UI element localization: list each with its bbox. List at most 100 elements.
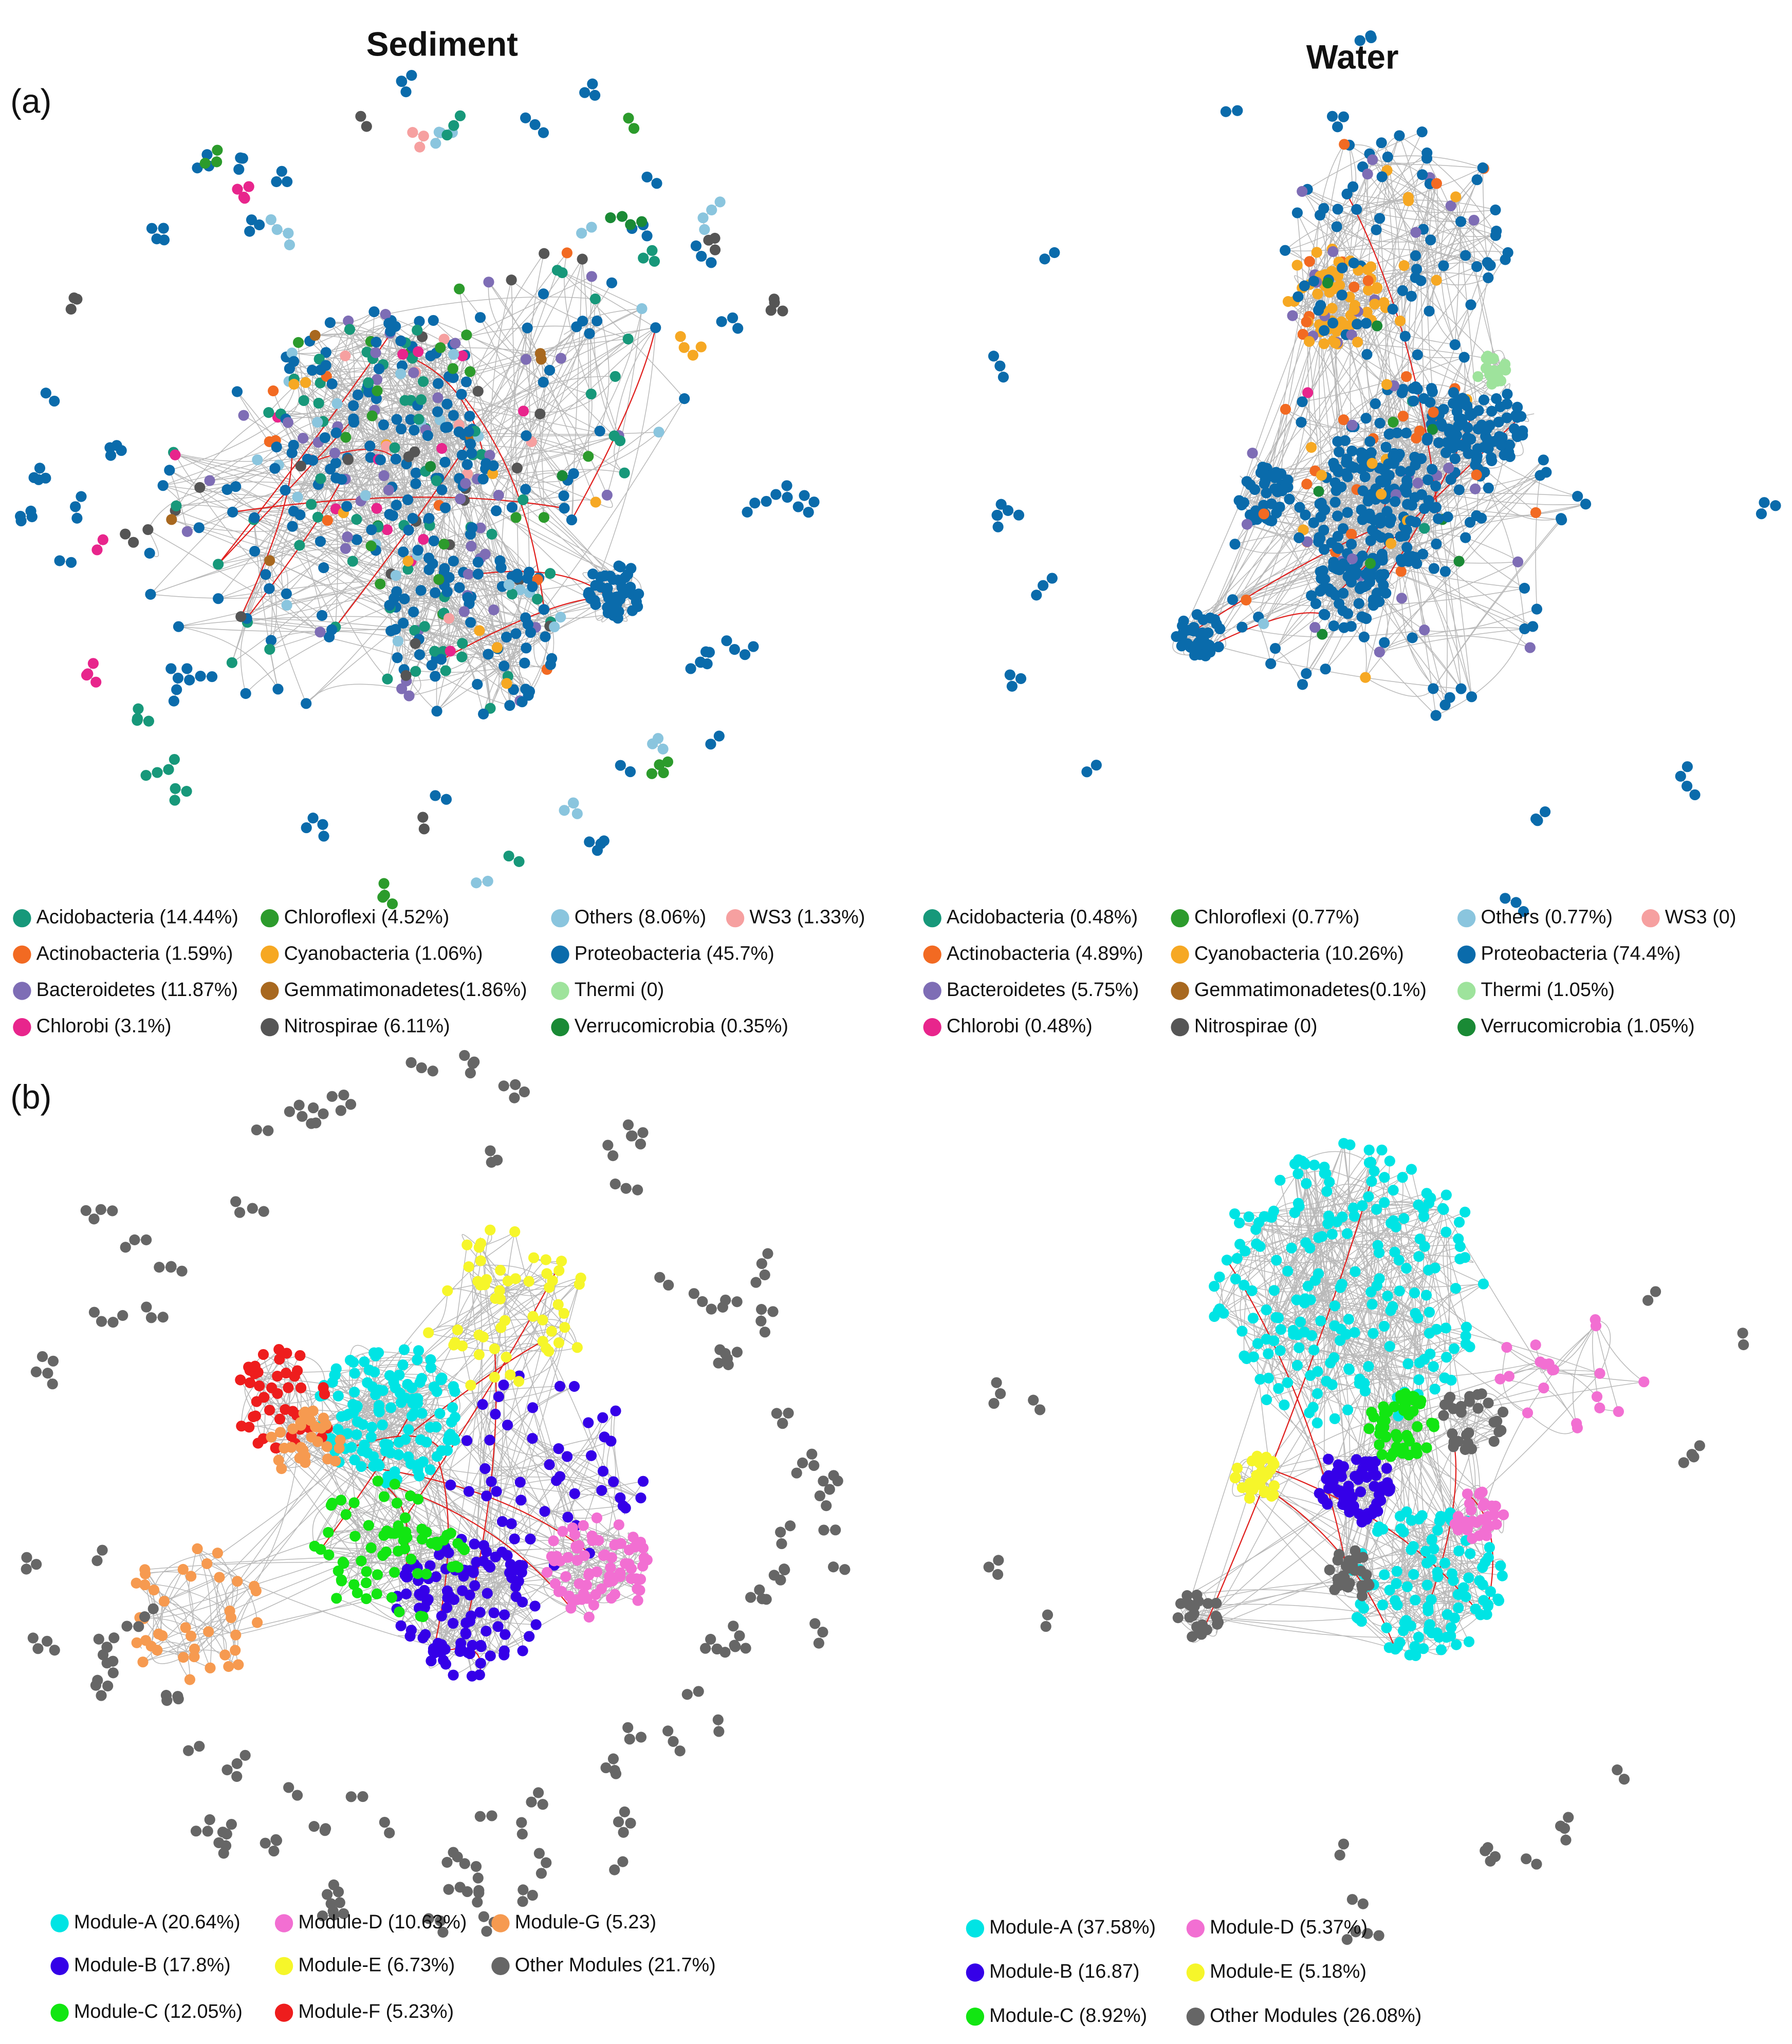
node xyxy=(378,470,390,482)
node xyxy=(466,541,477,552)
node xyxy=(529,119,541,131)
node xyxy=(696,250,707,262)
node xyxy=(1376,548,1388,560)
node xyxy=(544,568,556,579)
edge xyxy=(1246,600,1271,664)
edge xyxy=(1390,543,1413,638)
edge xyxy=(480,1243,577,1546)
node xyxy=(653,427,664,438)
node xyxy=(418,131,429,142)
edge xyxy=(1253,1356,1314,1408)
node xyxy=(471,877,482,889)
node xyxy=(516,696,528,708)
node xyxy=(482,875,493,887)
edge xyxy=(150,593,287,599)
edge xyxy=(470,1316,533,1386)
node xyxy=(1388,416,1399,428)
node xyxy=(90,676,102,688)
edge xyxy=(1595,1319,1611,1374)
node xyxy=(1381,379,1393,390)
node xyxy=(448,556,459,567)
node xyxy=(465,438,476,450)
node xyxy=(1442,511,1453,523)
edge xyxy=(503,1385,531,1539)
edge xyxy=(543,398,685,610)
node xyxy=(294,540,305,551)
node xyxy=(249,512,260,523)
node xyxy=(732,323,744,334)
edge xyxy=(145,1571,220,1578)
node xyxy=(430,138,441,149)
edge xyxy=(1388,155,1484,169)
node xyxy=(561,247,572,259)
node xyxy=(384,599,395,611)
node xyxy=(65,557,77,568)
node xyxy=(403,524,414,536)
edge xyxy=(142,1278,516,1663)
node xyxy=(448,348,459,360)
node xyxy=(1383,458,1394,470)
edge xyxy=(528,578,547,696)
edge xyxy=(169,470,451,652)
node xyxy=(504,700,515,711)
edge xyxy=(1321,492,1578,504)
edge xyxy=(253,519,307,704)
edge xyxy=(1554,1369,1644,1383)
edge xyxy=(507,1425,641,1499)
node xyxy=(384,509,395,520)
node xyxy=(306,499,317,510)
edge xyxy=(400,1596,448,1626)
node xyxy=(292,337,304,348)
edge xyxy=(191,1632,227,1655)
node xyxy=(464,411,475,422)
node xyxy=(544,364,556,376)
edge xyxy=(1256,1475,1487,1615)
edge xyxy=(1213,1286,1267,1340)
edge xyxy=(1219,1308,1419,1380)
node xyxy=(292,491,303,503)
edge xyxy=(1359,1194,1447,1384)
edge xyxy=(199,527,546,637)
node xyxy=(559,805,570,816)
edge xyxy=(498,1396,577,1526)
node xyxy=(465,366,476,377)
node xyxy=(423,512,435,524)
edge xyxy=(1595,1325,1619,1412)
edge xyxy=(428,1576,516,1597)
edge xyxy=(144,1573,236,1635)
node xyxy=(383,318,395,329)
edge xyxy=(470,338,629,445)
node xyxy=(1332,510,1343,522)
node xyxy=(1433,437,1445,449)
node xyxy=(1356,453,1368,465)
edge xyxy=(1323,530,1450,698)
node xyxy=(742,506,753,518)
node xyxy=(555,353,567,364)
edge xyxy=(483,338,629,480)
edge xyxy=(469,371,532,443)
edge xyxy=(401,428,659,435)
edge xyxy=(1387,170,1401,321)
edge xyxy=(1194,1604,1430,1625)
edge xyxy=(464,321,583,435)
node xyxy=(396,76,407,87)
node xyxy=(559,503,570,514)
edge xyxy=(446,610,494,671)
edge xyxy=(1307,425,1459,542)
node xyxy=(592,845,603,856)
node xyxy=(165,663,177,674)
node xyxy=(49,395,60,407)
node xyxy=(402,494,414,506)
edge xyxy=(424,626,523,703)
edge xyxy=(367,385,407,676)
node xyxy=(463,568,474,580)
edge xyxy=(1392,1306,1466,1337)
node xyxy=(445,646,456,657)
edge xyxy=(276,1447,397,1609)
node xyxy=(697,212,709,224)
node xyxy=(511,463,523,474)
node xyxy=(568,468,579,480)
node xyxy=(1504,451,1516,463)
edge xyxy=(1255,1229,1458,1240)
